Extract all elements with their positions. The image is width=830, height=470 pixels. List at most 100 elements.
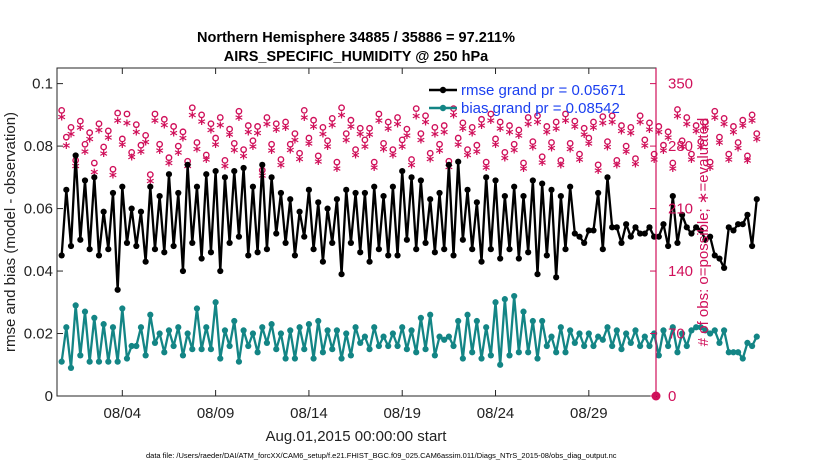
bias-point <box>156 330 163 337</box>
y-right-tick-label: 140 <box>668 263 693 280</box>
obs-possible-point <box>487 110 495 118</box>
obs-possible-point <box>510 140 518 148</box>
bias-point <box>338 355 345 362</box>
obs-evaluated-point: * <box>538 156 546 174</box>
bias-point <box>641 333 648 340</box>
obs-evaluated-point: * <box>440 125 448 143</box>
obs-possible-point <box>58 106 66 114</box>
bias-point <box>562 349 569 356</box>
rmse-point <box>282 239 289 247</box>
obs-evaluated-point: * <box>473 145 481 163</box>
legend-bias-marker <box>439 104 447 112</box>
rmse-point <box>408 174 415 181</box>
bias-point <box>534 355 541 362</box>
rmse-point <box>478 258 485 265</box>
obs-possible-point <box>492 135 499 143</box>
bias-point <box>385 342 392 350</box>
obs-possible-point <box>90 159 98 167</box>
y-axis-label: rmse and bias (model - observation) <box>2 112 19 352</box>
obs-possible-point <box>744 152 751 160</box>
obs-evaluated-point: * <box>268 144 276 162</box>
obs-possible-point <box>734 139 742 146</box>
obs-possible-point <box>300 106 308 114</box>
bias-point <box>548 333 555 340</box>
rmse-point <box>375 246 382 253</box>
obs-possible-point <box>496 118 504 126</box>
obs-evaluated-point: * <box>548 142 556 160</box>
rmse-point <box>431 249 438 256</box>
obs-possible-point <box>618 122 625 129</box>
rmse-point <box>450 252 457 259</box>
bias-point <box>585 330 592 337</box>
bias-point <box>235 358 243 365</box>
bias-point <box>207 346 215 353</box>
bias-point <box>240 327 247 334</box>
obs-evaluated-point: * <box>86 133 94 151</box>
y-tick-label: 0.08 <box>24 138 53 155</box>
obs-possible-point <box>361 136 369 144</box>
y-tick-label: 0.1 <box>32 76 53 93</box>
rmse-point <box>91 174 98 181</box>
obs-possible-point <box>310 116 317 124</box>
obs-possible-point <box>114 109 122 117</box>
obs-possible-point <box>104 127 112 135</box>
obs-possible-point <box>95 120 103 128</box>
obs-evaluated-point: * <box>123 117 131 135</box>
rmse-point <box>459 236 466 243</box>
rmse-point <box>660 221 667 228</box>
obs-possible-point <box>226 125 234 133</box>
bias-point <box>478 355 485 362</box>
data-file-footer: data file: /Users/raeder/DAI/ATM_forcXX/… <box>146 451 617 460</box>
bias-point <box>436 333 443 340</box>
obs-evaluated-point: * <box>333 162 341 180</box>
bias-point <box>389 330 396 337</box>
rmse-point <box>511 183 518 190</box>
obs-possible-point <box>319 123 327 131</box>
obs-evaluated-point: * <box>380 142 388 160</box>
x-tick-label: 08/29 <box>570 405 608 422</box>
rmse-point <box>226 239 233 247</box>
bias-point <box>203 324 210 331</box>
rmse-point <box>212 167 219 175</box>
rmse-point <box>679 211 686 218</box>
bias-point <box>445 333 452 340</box>
bias-point <box>739 355 746 362</box>
bias-point <box>170 342 177 350</box>
chart-title-line1: Northern Hemisphere 34885 / 35886 = 97.2… <box>197 30 515 46</box>
obs-evaluated-point: * <box>520 162 528 180</box>
bias-point <box>637 342 644 350</box>
obs-possible-point <box>669 159 677 167</box>
rmse-point <box>198 255 205 262</box>
rmse-point <box>156 192 163 200</box>
obs-evaluated-point: * <box>739 119 747 137</box>
obs-evaluated-point: * <box>198 115 206 133</box>
obs-possible-point <box>622 142 630 150</box>
obs-possible-point <box>202 151 210 159</box>
rmse-point <box>137 208 145 215</box>
obs-possible-point <box>482 158 490 166</box>
rmse-point <box>707 233 714 240</box>
rmse-point <box>366 258 373 265</box>
obs-possible-point <box>156 140 164 148</box>
obs-evaluated-point: * <box>426 152 434 170</box>
rmse-point <box>441 246 448 253</box>
obs-evaluated-point: * <box>62 139 70 157</box>
obs-evaluated-point: * <box>464 149 472 167</box>
obs-possible-point <box>422 112 429 120</box>
rmse-point <box>725 224 732 231</box>
bias-point <box>399 324 406 331</box>
obs-evaluated-point: * <box>632 158 640 176</box>
rmse-point <box>151 246 159 253</box>
obs-evaluated-point: * <box>683 117 691 135</box>
obs-evaluated-point: * <box>557 159 565 177</box>
obs-evaluated-point: * <box>165 157 173 175</box>
obs-evaluated-point: * <box>128 150 136 168</box>
legend: rmse grand pr = 0.05671 bias grand pr = … <box>429 82 626 117</box>
rmse-point <box>254 249 261 256</box>
bias-point <box>221 327 229 334</box>
obs-possible-point <box>338 104 345 112</box>
rmse-point <box>427 196 434 203</box>
bias-point <box>515 349 522 356</box>
obs-evaluated-point: * <box>328 118 336 136</box>
rmse-point <box>114 286 121 293</box>
